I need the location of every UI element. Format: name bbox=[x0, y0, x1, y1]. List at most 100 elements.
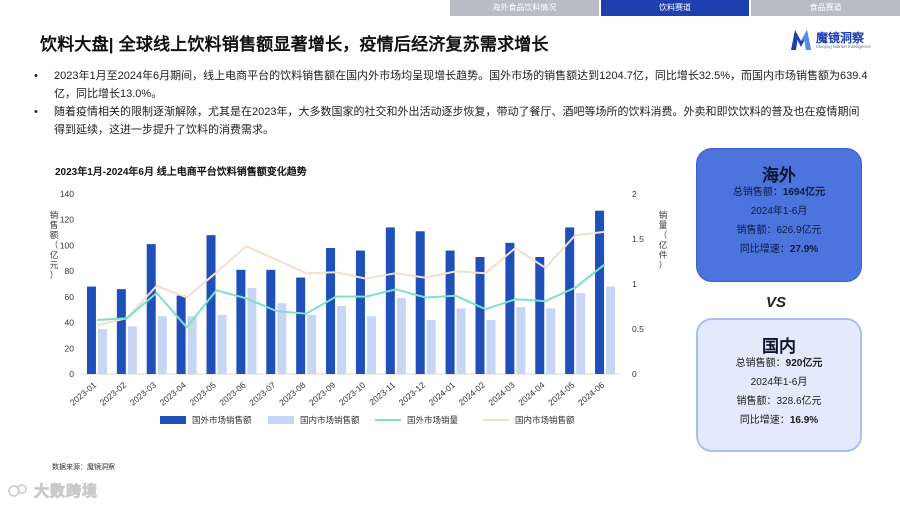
legend-swatch bbox=[160, 416, 186, 424]
card-period: 2024年1-6月 bbox=[750, 206, 808, 217]
x-tick-label: 2024-05 bbox=[546, 380, 577, 408]
bullet-dot: • bbox=[34, 70, 38, 82]
moojing-logo-icon bbox=[791, 30, 811, 50]
page-title: 饮料大盘| 全球线上饮料销售额显著增长，疫情后经济复苏需求增长 bbox=[40, 35, 549, 54]
logo-tagline: Moojing Market Intelligence bbox=[816, 44, 871, 49]
card-total-label: 总销售额： bbox=[732, 187, 783, 198]
x-tick-label: 2023-08 bbox=[277, 380, 308, 408]
bar-domestic-sales bbox=[396, 298, 406, 374]
bar-overseas-sales bbox=[475, 257, 485, 374]
y-left-axis-title: 销售额（亿元） bbox=[50, 210, 59, 280]
summary-bullets: • 2023年1月至2024年6月期间，线上电商平台的饮料销售额在国内外市场均呈… bbox=[28, 67, 868, 139]
bullet-item: • 2023年1月至2024年6月期间，线上电商平台的饮料销售额在国内外市场均呈… bbox=[28, 67, 868, 103]
watermark-logo-icon bbox=[8, 484, 27, 497]
y-right-tick-label: 2 bbox=[632, 189, 637, 199]
bar-domestic-sales bbox=[486, 320, 496, 374]
y-right-tick-label: 1.5 bbox=[632, 234, 644, 244]
x-tick-label: 2024-04 bbox=[516, 380, 547, 408]
card-yoy-row: 同比增速：27.9% bbox=[697, 240, 861, 259]
bar-overseas-sales bbox=[505, 242, 515, 374]
y-left-tick-label: 20 bbox=[65, 343, 75, 353]
card-sales-row: 销售额：328.6亿元 bbox=[698, 392, 860, 411]
x-tick-label: 2024-02 bbox=[456, 380, 487, 408]
card-title: 海外 bbox=[762, 166, 796, 185]
card-yoy-value: 27.9% bbox=[789, 244, 819, 255]
bar-overseas-sales bbox=[236, 269, 246, 374]
tab-overseas-food-beverage[interactable]: 海外食品饮料情况 bbox=[450, 0, 599, 16]
bullet-text: 随着疫情相关的限制逐渐解除，尤其是在2023年，大多数国家的社交和外出活动逐步恢… bbox=[54, 106, 860, 136]
bar-domestic-sales bbox=[366, 316, 376, 374]
card-sales-label: 销售额： bbox=[736, 396, 777, 407]
watermark: 大数跨境 bbox=[6, 478, 156, 504]
x-tick-label: 2024-01 bbox=[427, 380, 458, 408]
tab-beverage-track[interactable]: 饮料赛道 bbox=[600, 0, 750, 16]
x-tick-label: 2023-07 bbox=[247, 380, 278, 408]
y-left-tick-label: 60 bbox=[65, 292, 75, 302]
bar-overseas-sales bbox=[415, 231, 425, 374]
bar-overseas-sales bbox=[206, 235, 216, 374]
x-tick-label: 2023-05 bbox=[187, 380, 218, 408]
bar-overseas-sales bbox=[385, 227, 395, 374]
bar-domestic-sales bbox=[337, 305, 347, 374]
card-total-row: 总销售额：1694亿元 bbox=[697, 183, 861, 202]
x-tick-label: 2023-01 bbox=[68, 380, 99, 408]
y-left-tick-label: 40 bbox=[65, 318, 75, 328]
y-right-tick-label: 1 bbox=[632, 279, 637, 289]
bar-overseas-sales bbox=[296, 277, 306, 374]
bar-overseas-sales bbox=[355, 250, 365, 374]
y-right-axis-title: 销量（亿件） bbox=[659, 210, 668, 270]
x-tick-label: 2023-06 bbox=[217, 380, 248, 408]
top-nav: 海外食品饮料情况 饮料赛道 食品赛道 bbox=[450, 0, 900, 16]
bar-domestic-sales bbox=[307, 314, 317, 374]
x-tick-label: 2023-03 bbox=[128, 380, 159, 408]
card-sales-value: 626.9亿元 bbox=[776, 225, 822, 236]
x-tick-label: 2023-02 bbox=[98, 380, 129, 408]
logo-name: 魔镜洞察 bbox=[816, 31, 865, 45]
bar-domestic-sales bbox=[247, 287, 257, 374]
y-left-tick-label: 100 bbox=[60, 240, 74, 250]
legend-label: 国内市场销售额 bbox=[300, 415, 360, 425]
x-tick-label: 2023-12 bbox=[397, 380, 428, 408]
bar-domestic-sales bbox=[576, 293, 586, 374]
bar-domestic-sales bbox=[456, 308, 466, 374]
bar-overseas-sales bbox=[595, 210, 605, 374]
card-total-label: 总销售额： bbox=[735, 358, 786, 369]
x-tick-label: 2023-04 bbox=[158, 380, 189, 408]
sales-trend-chart: 0 20 40 60 80 100 120 140 0 0.5 1 1.5 2 销售额（亿元） 销量（亿件）… bbox=[50, 189, 668, 425]
bar-domestic-sales bbox=[127, 326, 137, 374]
bar-domestic-sales bbox=[426, 320, 436, 374]
bar-domestic-sales bbox=[157, 316, 167, 374]
legend-label: 国外市场销量 bbox=[407, 415, 459, 425]
card-sales-row: 销售额：626.9亿元 bbox=[697, 221, 861, 240]
card-yoy-value: 16.9% bbox=[789, 415, 819, 426]
card-period: 2024年1-6月 bbox=[750, 377, 808, 388]
y-left-tick-label: 140 bbox=[60, 189, 74, 199]
bar-overseas-sales bbox=[565, 227, 575, 374]
bar-overseas-sales bbox=[445, 250, 455, 374]
x-tick-label: 2023-10 bbox=[337, 380, 368, 408]
watermark-text: 大数跨境 bbox=[34, 483, 99, 501]
bar-domestic-sales bbox=[606, 286, 616, 374]
domestic-summary-card: 国内 总销售额：920亿元 2024年1-6月 销售额：328.6亿元 同比增速… bbox=[696, 318, 862, 452]
card-total-value: 1694亿元 bbox=[782, 187, 826, 198]
card-yoy-label: 同比增速： bbox=[739, 415, 790, 426]
bar-overseas-sales bbox=[176, 295, 186, 374]
card-total-row: 总销售额：920亿元 bbox=[698, 354, 860, 373]
card-title: 国内 bbox=[762, 337, 796, 356]
x-tick-label: 2023-09 bbox=[307, 380, 338, 408]
line-domestic-sales bbox=[96, 230, 606, 327]
x-tick-label: 2023-11 bbox=[367, 380, 397, 407]
x-tick-label: 2024-06 bbox=[576, 380, 607, 408]
legend-label: 国内市场销售额 bbox=[515, 415, 575, 425]
card-yoy-row: 同比增速：16.9% bbox=[698, 411, 860, 430]
bullet-text: 2023年1月至2024年6月期间，线上电商平台的饮料销售额在国内外市场均呈现增… bbox=[54, 70, 868, 100]
overseas-summary-card: 海外 总销售额：1694亿元 2024年1-6月 销售额：626.9亿元 同比增… bbox=[696, 148, 862, 282]
bar-overseas-sales bbox=[535, 257, 545, 374]
card-yoy-label: 同比增速： bbox=[739, 244, 790, 255]
tab-food-track[interactable]: 食品赛道 bbox=[751, 0, 900, 16]
x-tick-label: 2024-03 bbox=[486, 380, 517, 408]
y-right-tick-label: 0.5 bbox=[632, 324, 644, 334]
bar-domestic-sales bbox=[97, 329, 107, 374]
card-sales-label: 销售额： bbox=[736, 225, 777, 236]
bullet-dot: • bbox=[34, 106, 38, 118]
